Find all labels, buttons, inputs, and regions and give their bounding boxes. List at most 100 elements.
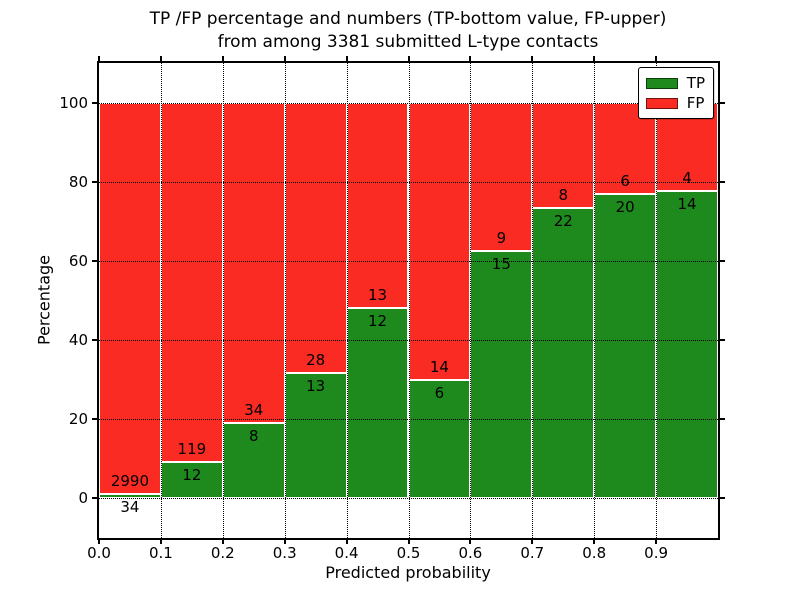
x-tick-bottom [345, 539, 348, 544]
value-label-fp: 28 [306, 350, 326, 369]
gridline-vertical [408, 63, 410, 538]
y-tick-right [720, 418, 725, 421]
x-tick-top [531, 56, 534, 61]
value-label-fp: 9 [496, 229, 507, 248]
x-tick-bottom [655, 539, 658, 544]
bar-segment-tp [284, 372, 347, 499]
x-tick-label: 0.8 [582, 544, 607, 562]
y-tick-label: 80 [68, 172, 88, 191]
y-tick-label: 0 [78, 489, 88, 508]
plot-area: 2990 34 119 12 34 8 28 13 13 12 14 6 9 15 8 22 6 20 4 14 TP… [97, 61, 720, 540]
y-tick-left [92, 101, 97, 104]
value-label-fp: 14 [429, 357, 449, 376]
tp-swatch-icon [645, 77, 678, 89]
y-tick-right [720, 497, 725, 500]
gridline-vertical [656, 63, 658, 538]
x-tick-top [345, 56, 348, 61]
bar-segment-tp [346, 308, 409, 499]
x-tick-top [593, 56, 596, 61]
x-tick-label: 0.4 [334, 544, 359, 562]
y-tick-right [720, 180, 725, 183]
x-tick-label: 0.7 [520, 544, 545, 562]
value-label-tp: 12 [182, 466, 202, 485]
legend-item-tp: TP [645, 73, 705, 93]
x-tick-label: 0.9 [644, 544, 669, 562]
x-tick-top [221, 56, 224, 61]
value-label-tp: 20 [615, 197, 635, 216]
value-label-fp: 34 [244, 401, 264, 420]
legend: TP FP [637, 67, 714, 119]
bar-segment-fp [408, 102, 471, 380]
x-tick-top [159, 56, 162, 61]
value-label-tp: 22 [553, 212, 573, 231]
bar-segment-tp [532, 208, 595, 499]
x-tick-top [283, 56, 286, 61]
bar-segment-fp [99, 102, 161, 494]
plot-inner: 2990 34 119 12 34 8 28 13 13 12 14 6 9 15 8 22 6 20 4 14 [99, 63, 718, 538]
x-tick-top [469, 56, 472, 61]
gridline-vertical [532, 63, 534, 538]
x-tick-top [98, 56, 100, 61]
bar-segment-fp [346, 102, 409, 309]
x-tick-bottom [98, 539, 100, 544]
x-tick-bottom [221, 539, 224, 544]
bar-segment-fp [532, 102, 595, 209]
x-tick-label: 0.3 [272, 544, 297, 562]
gridline-vertical [222, 63, 224, 538]
bar-segment-tp [594, 193, 657, 499]
x-tick-label: 0.2 [210, 544, 235, 562]
bar-segment-tp [160, 462, 223, 499]
bar-segment-tp [470, 251, 533, 499]
value-label-tp: 12 [368, 312, 388, 331]
value-label-tp: 34 [120, 497, 140, 516]
x-axis-label: Predicted probability [325, 563, 491, 582]
bar-segment-fp [222, 102, 285, 423]
value-label-fp: 8 [558, 186, 569, 205]
x-tick-bottom [469, 539, 472, 544]
value-label-tp: 14 [677, 194, 697, 213]
y-tick-label: 100 [59, 93, 88, 112]
y-tick-right [720, 101, 725, 104]
bar-segment-tp [99, 493, 161, 499]
x-tick-bottom [159, 539, 162, 544]
y-tick-label: 20 [68, 410, 88, 429]
y-tick-left [92, 259, 97, 262]
value-label-tp: 13 [306, 376, 326, 395]
gridline-vertical [470, 63, 472, 538]
x-tick-bottom [283, 539, 286, 544]
value-label-fp: 119 [177, 440, 207, 459]
value-label-tp: 8 [248, 427, 259, 446]
x-tick-bottom [407, 539, 410, 544]
x-tick-label: 0.5 [396, 544, 421, 562]
y-tick-left [92, 418, 97, 421]
value-label-tp: 15 [491, 255, 511, 274]
value-label-fp: 6 [620, 171, 630, 190]
chart-title-line1: TP /FP percentage and numbers (TP-bottom… [149, 9, 667, 29]
x-tick-bottom [531, 539, 534, 544]
y-tick-left [92, 339, 97, 342]
value-label-fp: 13 [368, 286, 388, 305]
fp-swatch-icon [645, 97, 678, 109]
gridline-vertical [284, 63, 286, 538]
y-tick-right [720, 259, 725, 262]
x-tick-label: 0.0 [87, 544, 111, 562]
x-tick-top [655, 56, 658, 61]
gridline-vertical [594, 63, 596, 538]
value-label-fp: 2990 [110, 471, 150, 490]
value-label-tp: 6 [434, 383, 445, 402]
bar-segment-fp [284, 102, 347, 373]
x-tick-label: 0.1 [148, 544, 173, 562]
y-tick-left [92, 497, 97, 500]
gridline-vertical [346, 63, 348, 538]
value-label-fp: 4 [682, 168, 692, 187]
x-tick-bottom [593, 539, 596, 544]
bar-segment-tp [656, 190, 718, 499]
chart-title-line2: from among 3381 submitted L-type contact… [217, 32, 599, 52]
y-tick-label: 40 [68, 331, 88, 350]
legend-label-tp: TP [686, 74, 705, 92]
y-tick-label: 60 [68, 251, 88, 270]
x-tick-label: 0.6 [458, 544, 483, 562]
bar-segment-tp [408, 379, 471, 499]
y-tick-left [92, 180, 97, 183]
